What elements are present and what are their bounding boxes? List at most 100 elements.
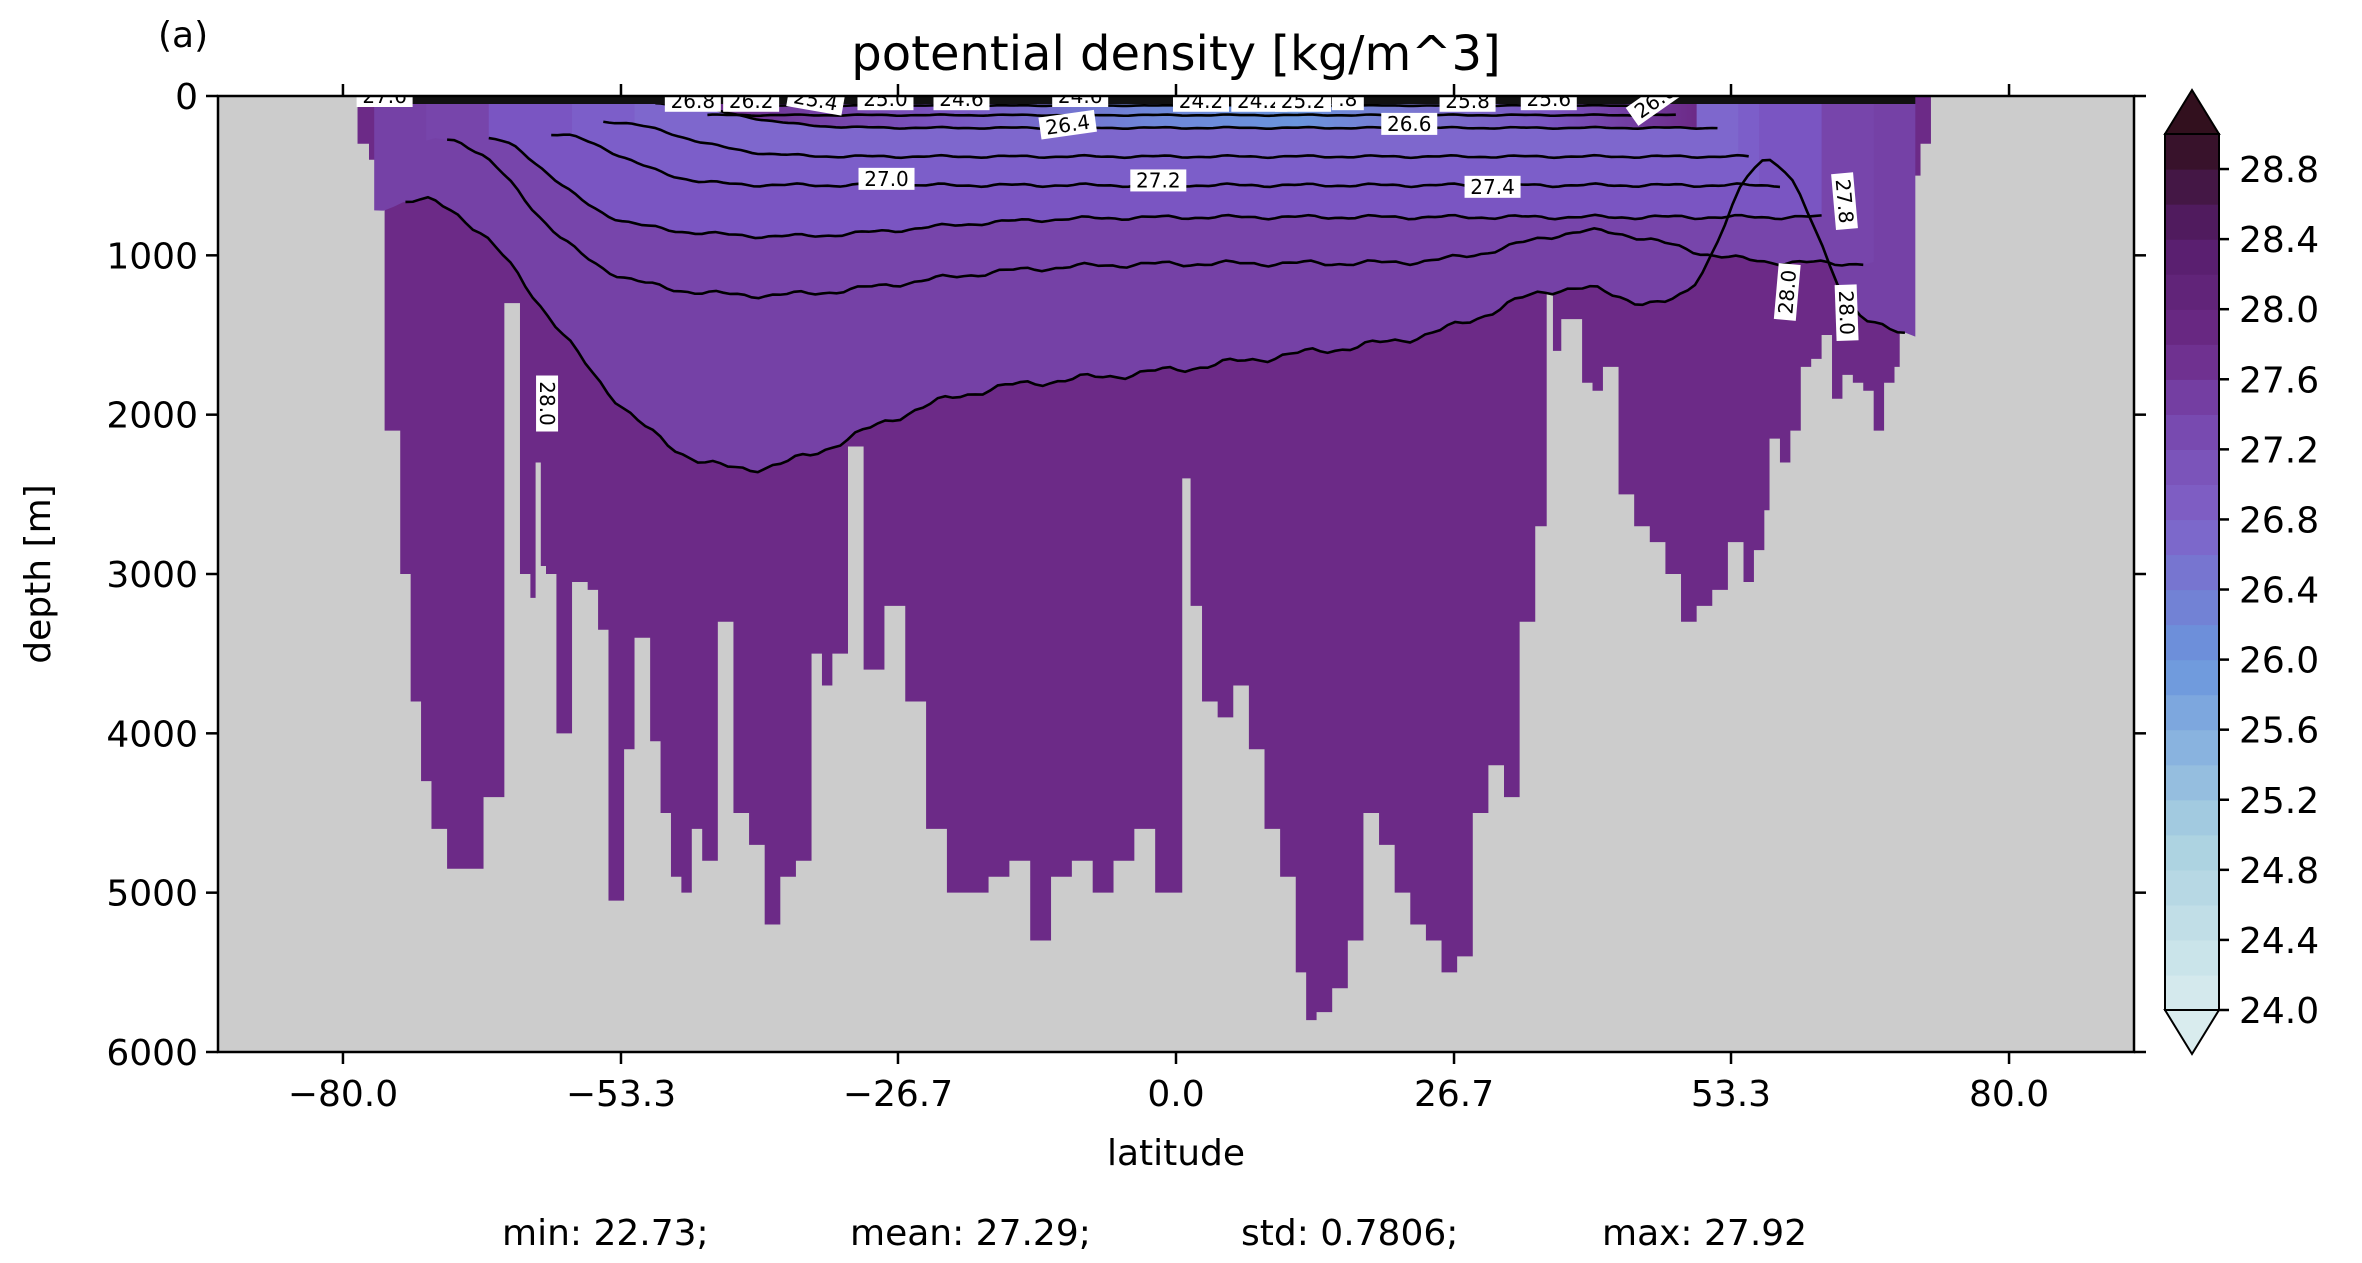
y-tick-label: 2000 bbox=[106, 396, 198, 437]
colorbar-segment bbox=[2165, 134, 2219, 170]
contour-label: .8 bbox=[1331, 87, 1364, 111]
colorbar-segment bbox=[2165, 414, 2219, 450]
contour-label-bg bbox=[1231, 96, 1288, 112]
colorbar-segment bbox=[2165, 729, 2219, 766]
contour-lines bbox=[374, 96, 1916, 474]
contour-label-bg bbox=[786, 96, 846, 116]
contour-label-bg bbox=[1831, 172, 1858, 231]
contour-label-text: 24.2 bbox=[1179, 89, 1224, 113]
contour-label-bg bbox=[664, 96, 721, 112]
contour-label: 24.6 bbox=[1052, 84, 1109, 108]
contour-label-text: 25.6 bbox=[1527, 87, 1572, 111]
x-tick-label: 80.0 bbox=[1969, 1074, 2049, 1115]
contour-label-bg bbox=[723, 96, 780, 112]
x-tick-label: 0.0 bbox=[1147, 1074, 1204, 1115]
colorbar-segment bbox=[2165, 344, 2219, 380]
contour-label: 27.8 bbox=[1831, 172, 1859, 231]
y-axis-label: depth [m] bbox=[18, 484, 59, 663]
contour-label-text: 24.6 bbox=[1058, 84, 1103, 108]
colorbar-segment bbox=[2165, 274, 2219, 310]
contour-label-bg bbox=[1130, 169, 1187, 192]
colorbar-segment bbox=[2165, 519, 2219, 556]
contour-label-text: 27.4 bbox=[1470, 175, 1515, 199]
contour-line-1 bbox=[446, 138, 1864, 300]
colorbar-segment bbox=[2165, 589, 2219, 626]
colorbar-segment bbox=[2165, 939, 2219, 976]
stats-row: min: 22.73; mean: 27.29; std: 0.7806; ma… bbox=[502, 1213, 1807, 1254]
colorbar-segment bbox=[2165, 974, 2219, 1011]
colorbar-segment bbox=[2165, 309, 2219, 345]
colorbar-segment bbox=[2165, 624, 2219, 661]
contour-label-text: 27.8 bbox=[1831, 178, 1859, 224]
colorbar-segment bbox=[2165, 204, 2219, 240]
colorbar-extend-min bbox=[2163, 1009, 2221, 1056]
colorbar-tick-label: 24.4 bbox=[2239, 921, 2319, 962]
contour-label-bg bbox=[1834, 284, 1859, 342]
colorbar-tick-label: 28.8 bbox=[2239, 150, 2319, 191]
contour-label: 24.6 bbox=[933, 96, 990, 111]
panel-label: (a) bbox=[158, 15, 208, 56]
contour-label: 25.8 bbox=[1439, 89, 1496, 113]
contour-label: 28.0 bbox=[1773, 263, 1801, 321]
contour-label-bg bbox=[933, 96, 990, 111]
contour-label-text: 24.2 bbox=[1237, 89, 1282, 113]
colorbar-tick-label: 25.2 bbox=[2239, 781, 2319, 822]
y-tick-label: 0 bbox=[175, 77, 198, 118]
colorbar-segment bbox=[2165, 484, 2219, 521]
colorbar-segment bbox=[2165, 799, 2219, 836]
contour-label: 25.0 bbox=[857, 96, 914, 111]
contour-label-text: 27.6 bbox=[362, 84, 407, 108]
x-tick-label: −53.3 bbox=[566, 1074, 676, 1115]
contour-label: 26.2 bbox=[723, 96, 780, 113]
colorbar-segment bbox=[2165, 694, 2219, 731]
stat-min: min: 22.73; bbox=[502, 1213, 709, 1254]
contour-label-text: 28.0 bbox=[1834, 290, 1860, 335]
colorbar-tick-label: 24.0 bbox=[2239, 991, 2319, 1032]
colorbar-segment bbox=[2165, 169, 2219, 205]
colorbar-segment bbox=[2165, 659, 2219, 696]
contour-labels: 27.6 26.8 26.2 25.4 25.0 24.6 24.6 24.2 24.2 25.2… bbox=[356, 84, 1860, 432]
colorbar-segment bbox=[2165, 904, 2219, 941]
contour-label: 25.6 bbox=[1520, 87, 1577, 111]
contour-label-text: 27.0 bbox=[864, 167, 909, 191]
contour-label-bg bbox=[1172, 96, 1229, 112]
contour-label: 24.2 bbox=[1231, 89, 1288, 113]
y-tick-label: 4000 bbox=[106, 714, 198, 755]
contour-label-bg bbox=[1464, 175, 1521, 198]
contour-label-bg bbox=[356, 96, 413, 107]
colorbar-segment bbox=[2165, 554, 2219, 591]
contour-line-2 bbox=[488, 136, 1822, 240]
x-tick-label: 53.3 bbox=[1691, 1074, 1771, 1115]
contour-label-bg bbox=[1381, 112, 1438, 135]
contour-label-bg bbox=[1439, 96, 1496, 112]
colorbar-tick-label: 28.0 bbox=[2239, 290, 2319, 331]
x-axis: −80.0 −53.3 −26.7 0.0 26.7 53.3 80.0 bbox=[288, 84, 2049, 1115]
contour-label-text: 28.0 bbox=[535, 381, 559, 426]
colorbar-tick-label: 27.2 bbox=[2239, 430, 2319, 471]
contour-label-text: 25.2 bbox=[1281, 89, 1326, 113]
contour-label-bg bbox=[1275, 96, 1332, 112]
contour-label-text: .8 bbox=[1338, 87, 1357, 111]
stat-mean: mean: 27.29; bbox=[850, 1213, 1091, 1254]
contour-label: 27.4 bbox=[1464, 175, 1521, 199]
colorbar-tick-label: 26.0 bbox=[2239, 641, 2319, 682]
contour-label: 24.2 bbox=[1172, 89, 1229, 113]
contour-label: 26.8 bbox=[664, 96, 721, 113]
colorbar-segment bbox=[2165, 379, 2219, 415]
contour-label-bg bbox=[1052, 96, 1109, 107]
colorbar-tick-label: 26.8 bbox=[2239, 500, 2319, 541]
contour-label-text: 25.8 bbox=[1445, 89, 1490, 113]
contour-line-6 bbox=[707, 113, 1676, 118]
contour-label: 25.2 bbox=[1275, 89, 1332, 113]
contour-label-bg bbox=[1773, 263, 1801, 321]
plot-area: 27.6 26.8 26.2 25.4 25.0 24.6 24.6 24.2 24.2 25.2… bbox=[216, 84, 2136, 1054]
contour-label: 27.0 bbox=[858, 167, 915, 191]
stat-std: std: 0.7806; bbox=[1241, 1213, 1458, 1254]
colorbar: 24.0 24.4 24.8 25.2 25.6 26.0 26.4 26.8 27.2 27.6… bbox=[2163, 88, 2319, 1056]
x-tick-label: 26.7 bbox=[1414, 1074, 1494, 1115]
y-tick-label: 3000 bbox=[106, 555, 198, 596]
x-tick-label: −80.0 bbox=[288, 1074, 398, 1115]
contour-label-bg bbox=[858, 167, 915, 190]
colorbar-segment bbox=[2165, 239, 2219, 275]
